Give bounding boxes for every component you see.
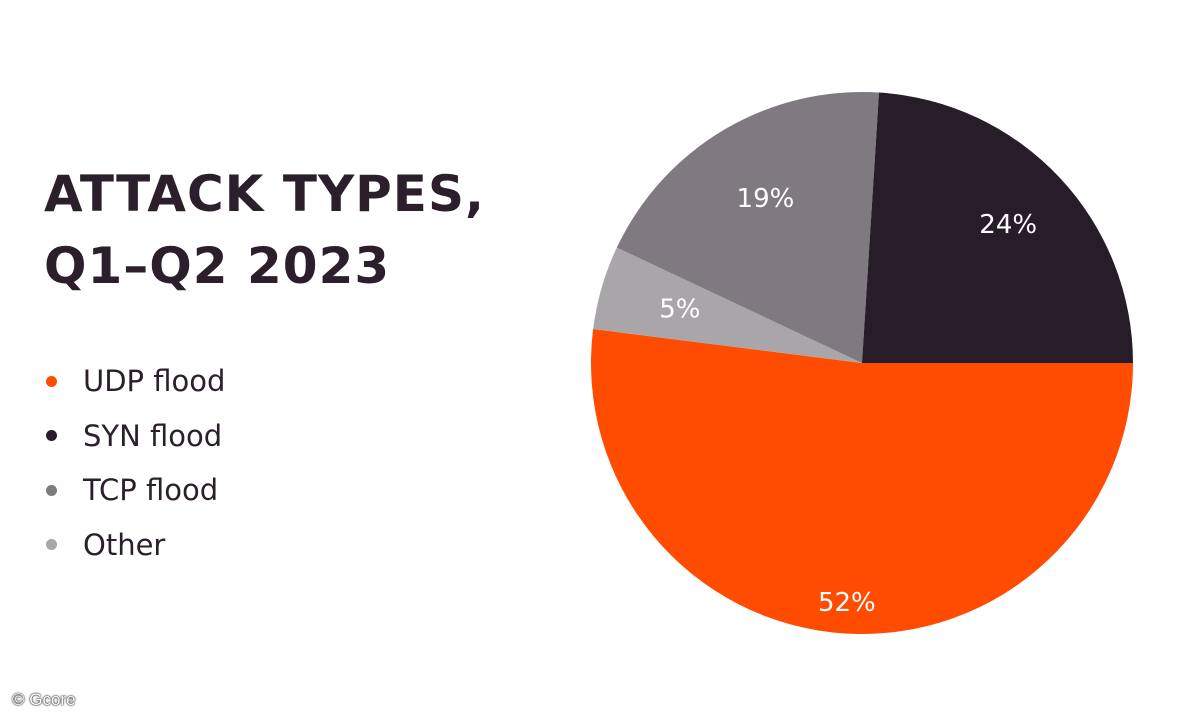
copyright-notice: © Gcore [12,690,76,709]
pie-slice-udp-flood [591,329,1133,634]
chart-title-line-1: ATTACK TYPES, [44,165,485,223]
chart-title: ATTACK TYPES, Q1–Q2 2023 [44,158,485,302]
legend-swatch-udp-flood [46,375,57,387]
pie-label-udp-flood: 52% [818,588,876,618]
pie-label-other: 5% [659,295,700,325]
pie-label-tcp-flood: 19% [737,184,795,214]
pie-label-syn-flood: 24% [979,210,1037,240]
chart-title-line-2: Q1–Q2 2023 [44,237,391,295]
pie-slice-syn-flood [862,92,1133,363]
legend: UDP flood SYN flood TCP flood Other [46,354,225,572]
legend-label-other: Other [83,527,166,562]
legend-item-udp-flood: UDP flood [46,354,225,409]
legend-label-udp-flood: UDP flood [83,364,226,399]
legend-label-tcp-flood: TCP flood [83,473,219,508]
legend-item-syn-flood: SYN flood [46,409,225,464]
legend-swatch-other [46,539,57,551]
legend-item-tcp-flood: TCP flood [46,463,225,518]
legend-label-syn-flood: SYN flood [83,418,223,453]
legend-item-other: Other [46,518,225,573]
legend-swatch-syn-flood [46,430,57,442]
pie-slice-tcp-flood [616,92,880,363]
pie-slice-other [593,247,862,363]
legend-swatch-tcp-flood [46,484,57,496]
